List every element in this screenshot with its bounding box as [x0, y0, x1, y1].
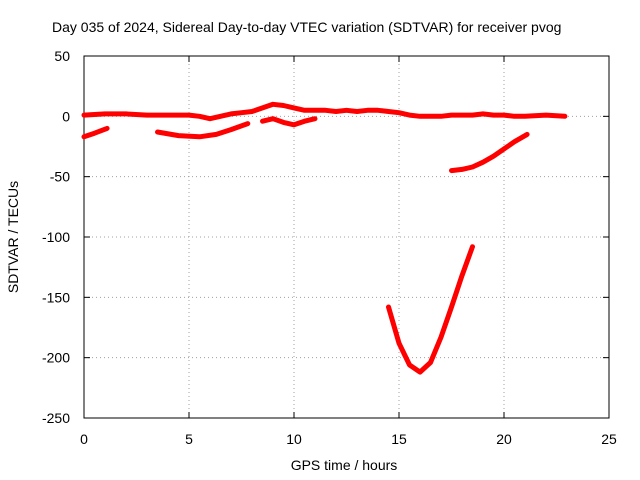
x-tick-labels: 0 5 10 15 20 25 [80, 431, 617, 447]
series-line [386, 244, 475, 375]
x-tick-label: 0 [80, 431, 88, 447]
y-axis-label: SDTVAR / TECUs [5, 181, 21, 293]
x-tick-label: 10 [286, 431, 302, 447]
y-tick-label: 0 [62, 108, 70, 124]
x-tick-label: 5 [185, 431, 193, 447]
axis-ticks [83, 55, 610, 419]
y-tick-labels: 50 0 -50 -100 -150 -200 -250 [42, 48, 70, 426]
x-tick-label: 15 [391, 431, 407, 447]
y-tick-label: -150 [42, 289, 70, 305]
x-axis-label: GPS time / hours [291, 457, 398, 473]
y-tick-label: -50 [50, 169, 70, 185]
y-tick-label: -200 [42, 350, 70, 366]
series-line [260, 116, 318, 128]
y-tick-label: -250 [42, 410, 70, 426]
y-tick-label: -100 [42, 229, 70, 245]
y-tick-label: 50 [54, 48, 70, 64]
x-tick-label: 25 [601, 431, 617, 447]
series-line [81, 101, 568, 122]
series-layer [81, 101, 568, 375]
x-tick-label: 20 [496, 431, 512, 447]
chart-title: Day 035 of 2024, Sidereal Day-to-day VTE… [52, 19, 561, 35]
series-line [81, 125, 110, 140]
series-line [449, 131, 530, 174]
series-line [155, 121, 251, 140]
